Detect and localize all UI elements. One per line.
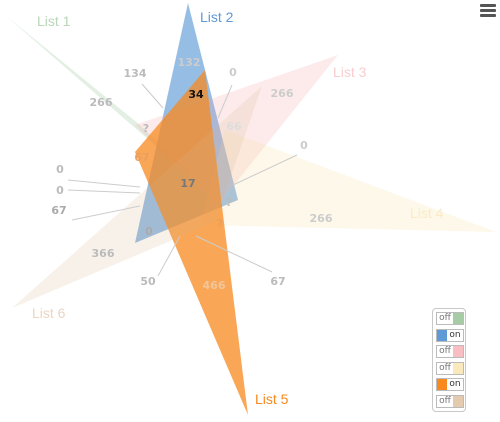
leader-line-r-l2-l3 [217,84,233,119]
toggle-color-swatch [453,346,463,357]
set-label-6: List 6 [32,305,66,321]
region-value-r-l3-l5: 66 [226,120,242,133]
set-shape-6 [12,86,262,308]
toggle-set-3[interactable]: off [436,345,464,358]
region-value-r-l6-only: 366 [92,247,115,260]
region-value-r-c: 17 [180,177,195,190]
toggle-set-4[interactable]: off [436,361,464,375]
region-value-r-l3-l4: 0 [300,139,308,152]
region-value-r-l3-only: 266 [271,87,294,100]
leader-line-r-j [157,235,181,277]
toggle-state-text: off [437,346,453,357]
leader-line-r-l1-l2 [141,83,164,109]
set-label-1: List 1 [37,13,71,29]
region-value-r-b: 67 [134,151,149,164]
toggle-color-swatch [453,395,463,407]
set-label-5: List 5 [255,391,289,407]
set-label-3: List 3 [333,64,367,80]
toggle-set-1[interactable]: off [436,312,464,325]
region-value-r-l1-only: 266 [90,96,113,109]
region-value-r-k: 67 [270,275,285,288]
region-value-r-l4-only: 266 [310,212,333,225]
set-toggle-legend: off on off off on off [432,308,466,412]
region-value-r-j: 50 [140,275,156,288]
toggle-state-text: on [447,329,463,341]
toggle-set-5[interactable]: on [436,378,464,391]
toggle-state-text: off [437,362,453,374]
set-shape-5 [135,70,248,415]
region-value-r-l2-l5: 34 [188,88,204,101]
region-value-r-d: 0 [56,163,64,176]
region-value-r-h: 0 [145,225,153,238]
toggle-color-swatch [437,379,447,390]
leader-line-r-f [71,205,141,221]
toggle-color-swatch [453,313,463,324]
toggle-set-6[interactable]: off [436,394,464,408]
region-value-r-g: ? [226,196,232,209]
toggle-state-text: off [437,395,453,407]
set-label-2: List 2 [200,9,234,25]
toggle-color-swatch [453,362,463,374]
toggle-state-text: off [437,313,453,324]
hamburger-menu-icon[interactable] [478,2,498,20]
region-value-r-l2-only: 132 [178,56,201,69]
leader-line-r-l3-l4 [232,154,298,186]
region-value-r-l1-l2: 134 [124,67,147,80]
toggle-color-swatch [437,329,447,341]
toggle-set-2[interactable]: on [436,328,464,342]
region-value-r-e: 0 [56,184,64,197]
region-value-r-f: 67 [51,204,66,217]
region-value-r-a: ? [143,122,149,135]
set-label-4: List 4 [410,205,444,221]
region-value-r-l5-only: 466 [203,279,226,292]
leader-line-r-k [195,235,273,273]
region-value-r-l2-l3: 0 [229,66,237,79]
leader-line-r-e [67,189,141,194]
toggle-state-text: on [447,379,463,390]
set-shape-4 [200,130,496,232]
region-value-r-i: ? [217,217,223,230]
leader-line-r-d [67,179,141,188]
